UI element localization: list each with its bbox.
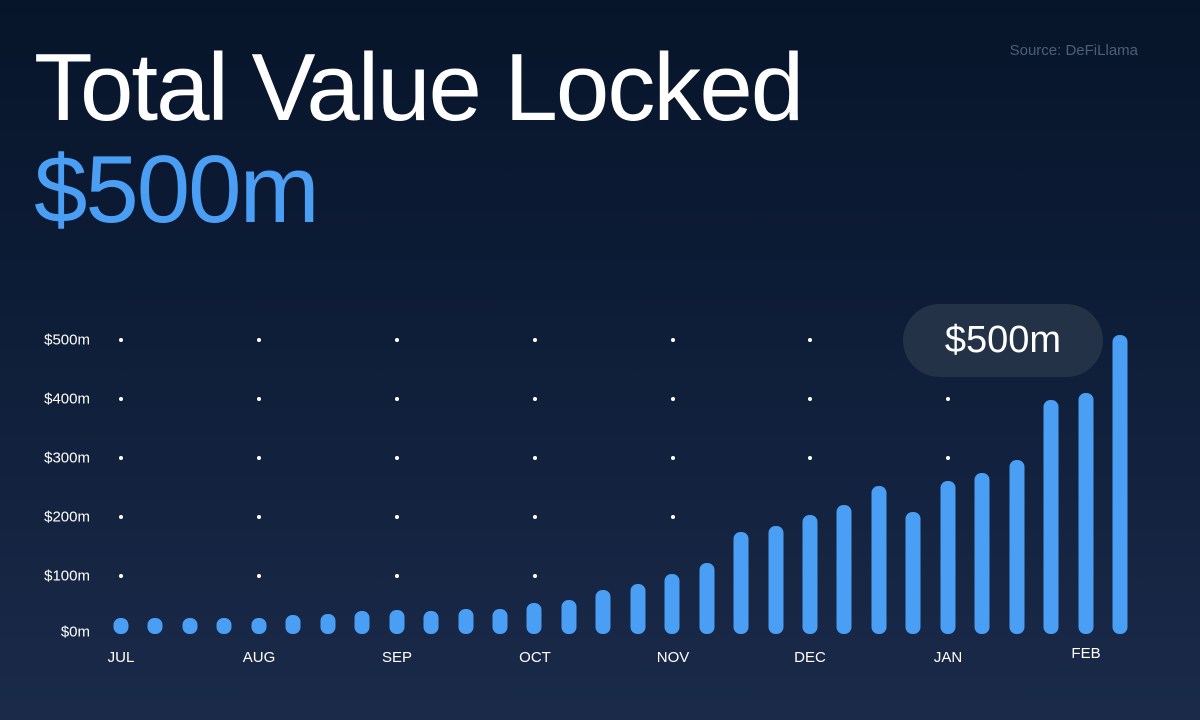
bar — [1043, 399, 1059, 634]
grid-dot — [533, 338, 537, 342]
bar — [526, 602, 542, 634]
bar — [836, 505, 852, 634]
bar — [354, 611, 370, 634]
bar — [389, 609, 405, 634]
grid-dot — [533, 397, 537, 401]
bar — [423, 611, 439, 634]
grid-dot — [946, 456, 950, 460]
value-callout: $500m — [903, 304, 1103, 377]
bar — [905, 512, 921, 634]
grid-dot — [119, 456, 123, 460]
grid-dot — [395, 338, 399, 342]
grid-dot — [946, 397, 950, 401]
grid-dot — [671, 515, 675, 519]
bar — [664, 574, 680, 634]
y-tick-label: $400m — [44, 390, 90, 408]
bar — [630, 584, 646, 634]
page-title: Total Value Locked — [34, 34, 804, 141]
bar — [147, 618, 163, 634]
bar — [320, 614, 336, 634]
headline-value: $500m — [34, 136, 320, 243]
grid-dot — [808, 456, 812, 460]
bar — [113, 618, 129, 634]
grid-dot — [119, 338, 123, 342]
bar — [733, 532, 749, 634]
grid-dot — [671, 456, 675, 460]
grid-dot — [119, 397, 123, 401]
bar — [768, 525, 784, 634]
grid-dot — [533, 515, 537, 519]
bar — [182, 617, 198, 634]
bar — [595, 589, 611, 634]
y-tick-label: $200m — [44, 508, 90, 526]
grid-dot — [395, 574, 399, 578]
grid-dot — [533, 456, 537, 460]
bar — [458, 609, 473, 634]
bar — [251, 617, 267, 634]
y-tick-label: $500m — [44, 331, 90, 349]
bar — [871, 485, 887, 634]
grid-dot — [119, 574, 123, 578]
grid-dot — [808, 397, 812, 401]
grid-dot — [808, 338, 812, 342]
bar — [974, 472, 990, 634]
grid-dot — [257, 338, 261, 342]
bar — [285, 615, 301, 634]
grid-dot — [119, 515, 123, 519]
y-tick-label: $0m — [60, 623, 90, 641]
grid-dot — [395, 515, 399, 519]
y-tick-label: $100m — [44, 567, 90, 585]
grid-dot — [533, 574, 537, 578]
bar — [492, 609, 508, 634]
x-tick-label: AUG — [242, 649, 276, 666]
source-label: Source: DeFiLlama — [1009, 42, 1138, 59]
grid-dot — [257, 397, 261, 401]
bar — [561, 599, 577, 634]
grid-dot — [671, 338, 675, 342]
bar — [699, 562, 715, 634]
x-tick-label: DEC — [794, 649, 826, 666]
x-tick-label: SEP — [381, 649, 413, 666]
bar — [1009, 459, 1025, 634]
x-tick-label: FEB — [1071, 645, 1101, 662]
bar — [802, 515, 818, 634]
grid-dot — [257, 515, 261, 519]
grid-dot — [395, 397, 399, 401]
bar — [216, 617, 232, 634]
grid-dot — [671, 397, 675, 401]
x-tick-label: OCT — [519, 649, 551, 666]
x-tick-label: JUL — [107, 649, 135, 666]
y-tick-label: $300m — [44, 449, 90, 467]
grid-dot — [257, 574, 261, 578]
callout-label: $500m — [944, 319, 1062, 361]
x-tick-label: NOV — [656, 649, 690, 666]
bar — [940, 481, 956, 634]
grid-dot — [257, 456, 261, 460]
bar — [1078, 392, 1094, 634]
grid-dot — [395, 456, 399, 460]
bar — [1112, 335, 1128, 634]
x-tick-label: JAN — [933, 649, 963, 666]
